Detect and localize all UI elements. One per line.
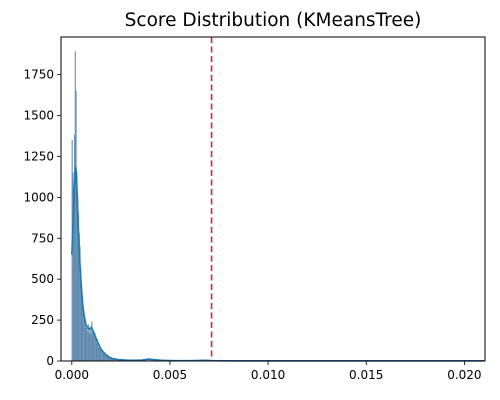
y-tick-label: 500	[31, 272, 54, 286]
y-tick-label: 0	[46, 354, 54, 368]
y-tick-label: 250	[31, 313, 54, 327]
x-tick-label: 0.015	[349, 368, 383, 382]
y-axis: 0 250 500 750 1000 1250 1500 1750	[23, 68, 61, 368]
histogram-bars	[71, 51, 483, 362]
y-tick-label: 1750	[23, 68, 54, 82]
y-tick-label: 1000	[23, 190, 54, 204]
x-tick-label: 0.010	[251, 368, 285, 382]
y-tick-label: 1250	[23, 149, 54, 163]
x-tick-label: 0.020	[447, 368, 481, 382]
y-tick-label: 1500	[23, 109, 54, 123]
x-tick-label: 0.005	[153, 368, 187, 382]
x-axis: 0.000 0.005 0.010 0.015 0.020	[55, 361, 482, 382]
x-tick-label: 0.000	[55, 368, 89, 382]
plot-frame	[60, 36, 486, 362]
y-tick-label: 750	[31, 231, 54, 245]
kde-curve	[71, 166, 485, 362]
chart-title: Score Distribution (KMeansTree)	[124, 10, 422, 31]
